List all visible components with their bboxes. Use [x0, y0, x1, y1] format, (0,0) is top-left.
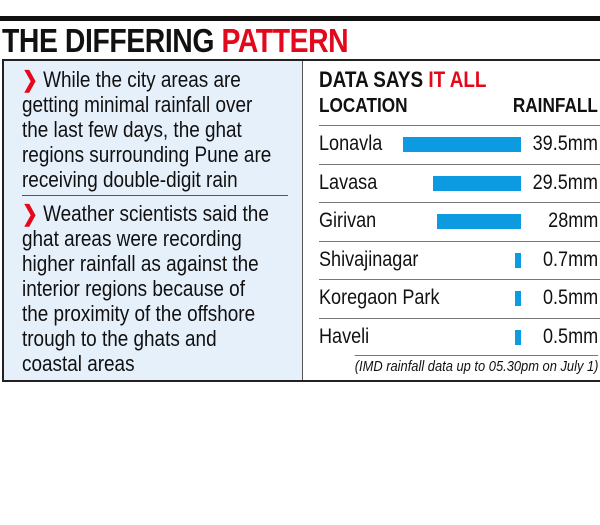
bullet-text: regions surrounding Pune are: [22, 142, 272, 167]
chart-row: Lonavla 39.5mm: [319, 125, 600, 163]
bullet-line: getting minimal rainfall over: [22, 92, 271, 117]
chevron-right-icon: ❯: [22, 67, 44, 92]
chart-row: Lavasa 29.5mm: [319, 163, 600, 202]
chart-row: Girivan 28mm: [319, 202, 600, 240]
bullet-line: receiving double-digit rain: [22, 167, 271, 192]
title-black: THE DIFFERING: [2, 22, 222, 59]
chart-panel: DATA SAYS IT ALL LOCATION RAINFALL Lonav…: [304, 61, 600, 380]
chart-title: DATA SAYS IT ALL: [319, 67, 486, 93]
bullet-text: ghat areas were recording: [22, 226, 242, 251]
divider: [22, 195, 288, 196]
rainfall-bar: [515, 252, 521, 268]
infographic-box: ❯ While the city areas are getting minima…: [2, 59, 600, 382]
location-header: LOCATION: [319, 95, 408, 117]
bullet-line: ghat areas were recording: [22, 226, 271, 251]
location-label: Lonavla: [319, 132, 383, 155]
chart-row: Shivajinagar 0.7mm: [319, 240, 600, 279]
bullet-text: receiving double-digit rain: [22, 167, 238, 192]
bullet-text: the last few days, the ghat: [22, 117, 242, 142]
bullet-2: ❯ Weather scientists said the ghat areas …: [22, 201, 312, 376]
bullet-text: higher rainfall as against the: [22, 251, 259, 276]
bullet-line: ❯ Weather scientists said the: [22, 201, 271, 226]
rainfall-bar: [402, 137, 521, 152]
page-title: THE DIFFERING PATTERN: [2, 22, 349, 60]
bullet-line: regions surrounding Pune are: [22, 142, 271, 167]
bullet-text: the proximity of the offshore: [22, 301, 256, 326]
chart-title-black: DATA SAYS: [319, 67, 429, 92]
rainfall-bar: [437, 214, 521, 229]
bullet-text: getting minimal rainfall over: [22, 92, 253, 117]
bullet-line: trough to the ghats and: [22, 326, 271, 351]
bullet-text: Weather scientists said the: [43, 201, 269, 226]
rainfall-bar: [432, 175, 521, 191]
rainfall-header: RAINFALL: [512, 95, 598, 117]
rainfall-value: 28mm: [547, 209, 598, 232]
bullet-text: trough to the ghats and: [22, 326, 217, 351]
top-rule: [0, 16, 600, 21]
chart-row: Koregaon Park 0.5mm: [319, 279, 600, 317]
rainfall-value: 0.5mm: [542, 324, 598, 348]
chart-title-red: IT ALL: [428, 67, 487, 92]
rainfall-value: 0.7mm: [542, 247, 598, 271]
bullet-line: ❯ While the city areas are: [22, 67, 271, 92]
bullet-line: the last few days, the ghat: [22, 117, 271, 142]
location-label: Koregaon Park: [319, 286, 440, 309]
bullet-line: interior regions because of: [22, 276, 271, 301]
bullet-line: higher rainfall as against the: [22, 251, 271, 276]
text-panel: ❯ While the city areas are getting minima…: [4, 61, 303, 380]
location-label: Haveli: [319, 324, 370, 348]
chevron-right-icon: ❯: [22, 201, 44, 226]
location-label: Lavasa: [319, 170, 378, 194]
title-red: PATTERN: [221, 22, 349, 59]
bullet-1: ❯ While the city areas are getting minima…: [22, 67, 312, 192]
bullet-text: coastal areas: [22, 351, 135, 376]
rainfall-value: 29.5mm: [532, 170, 598, 194]
rainfall-bar: [515, 329, 521, 345]
rainfall-bar: [515, 291, 521, 306]
bullet-line: coastal areas: [22, 351, 271, 376]
location-label: Girivan: [319, 209, 377, 232]
location-label: Shivajinagar: [319, 247, 419, 271]
rainfall-value: 39.5mm: [532, 132, 598, 155]
chart-row: Haveli 0.5mm: [319, 317, 600, 356]
bullet-line: the proximity of the offshore: [22, 301, 271, 326]
bullet-text: While the city areas are: [43, 67, 241, 92]
source-note: (IMD rainfall data up to 05.30pm on July…: [354, 355, 598, 375]
bullet-text: interior regions because of: [22, 276, 245, 301]
rainfall-value: 0.5mm: [542, 286, 598, 309]
